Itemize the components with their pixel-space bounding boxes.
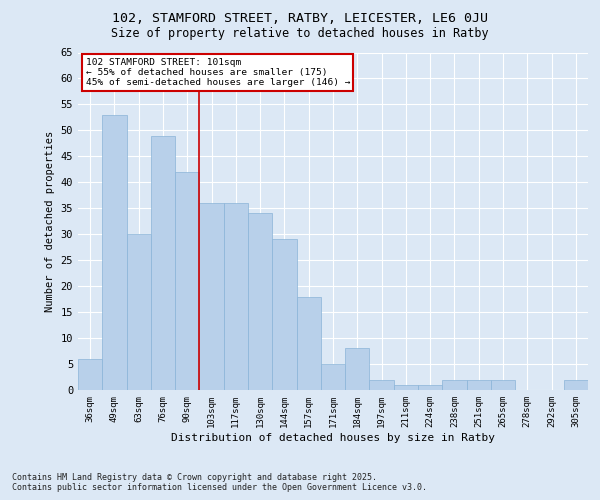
Bar [467,380,491,390]
Bar [78,359,102,390]
Bar [272,240,296,390]
Bar [418,385,442,390]
Text: 102 STAMFORD STREET: 101sqm
← 55% of detached houses are smaller (175)
45% of se: 102 STAMFORD STREET: 101sqm ← 55% of det… [86,58,350,88]
Text: 102, STAMFORD STREET, RATBY, LEICESTER, LE6 0JU: 102, STAMFORD STREET, RATBY, LEICESTER, … [112,12,488,26]
Bar [102,115,127,390]
Bar [175,172,199,390]
Bar [442,380,467,390]
Bar [370,380,394,390]
Bar [345,348,370,390]
Text: Size of property relative to detached houses in Ratby: Size of property relative to detached ho… [111,28,489,40]
Bar [394,385,418,390]
Bar [321,364,345,390]
Bar [127,234,151,390]
Bar [151,136,175,390]
Y-axis label: Number of detached properties: Number of detached properties [45,130,55,312]
X-axis label: Distribution of detached houses by size in Ratby: Distribution of detached houses by size … [171,432,495,442]
Bar [564,380,588,390]
Bar [248,214,272,390]
Bar [296,296,321,390]
Bar [491,380,515,390]
Bar [224,203,248,390]
Bar [199,203,224,390]
Text: Contains HM Land Registry data © Crown copyright and database right 2025.
Contai: Contains HM Land Registry data © Crown c… [12,473,427,492]
